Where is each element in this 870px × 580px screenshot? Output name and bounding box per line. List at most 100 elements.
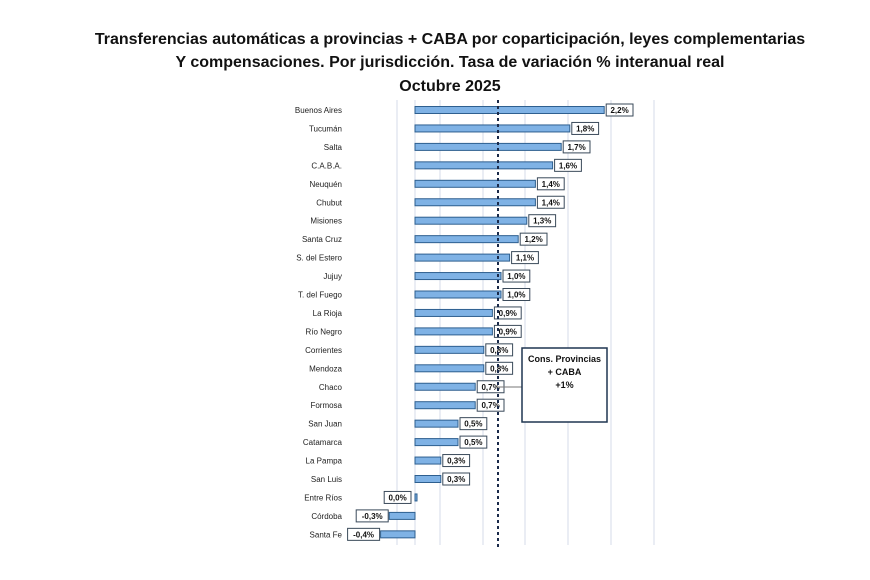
- data-label: 0,3%: [447, 475, 465, 484]
- bar: [414, 364, 485, 373]
- category-label: S. del Estero: [296, 254, 342, 263]
- bar: [414, 272, 502, 281]
- data-label: 0,9%: [499, 309, 517, 318]
- data-label: 0,8%: [490, 364, 508, 373]
- bar: [414, 327, 493, 336]
- data-label: -0,3%: [362, 512, 383, 521]
- category-label: San Luis: [311, 475, 342, 484]
- category-label: San Juan: [308, 420, 342, 429]
- data-label-box: [528, 214, 557, 228]
- data-label: 1,2%: [524, 235, 542, 244]
- bar: [414, 161, 554, 170]
- category-label: Chaco: [319, 383, 343, 392]
- data-label-box: [605, 103, 634, 117]
- category-label: Salta: [324, 143, 343, 152]
- category-label: Tucumán: [309, 124, 342, 133]
- category-label: Mendoza: [309, 364, 342, 373]
- data-label-box: [536, 195, 565, 209]
- data-label: 1,0%: [507, 272, 525, 281]
- bar: [414, 235, 519, 244]
- bar: [414, 124, 571, 133]
- bar: [414, 216, 528, 225]
- category-label: La Pampa: [306, 457, 343, 466]
- data-label: 1,0%: [507, 291, 525, 300]
- category-label: Buenos Aires: [295, 106, 342, 115]
- category-label: C.A.B.A.: [311, 161, 342, 170]
- bar: [388, 511, 416, 520]
- bar: [414, 142, 562, 151]
- chart-title-line-3: Octubre 2025: [399, 78, 501, 95]
- data-label: 1,4%: [542, 180, 560, 189]
- bar: [414, 475, 442, 483]
- data-label: 0,7%: [481, 383, 499, 392]
- category-label: Catamarca: [303, 438, 343, 447]
- category-label: Formosa: [310, 401, 342, 410]
- category-label: Misiones: [310, 217, 342, 226]
- data-label: 1,8%: [576, 124, 594, 133]
- bar: [414, 419, 459, 428]
- data-label: 0,7%: [481, 401, 499, 410]
- category-label: T. del Fuego: [298, 291, 343, 300]
- data-label-box: [459, 435, 488, 449]
- bar: [414, 106, 605, 114]
- data-label-box: [493, 324, 522, 338]
- bar: [414, 290, 502, 299]
- bar: [414, 401, 476, 410]
- data-label: 1,1%: [516, 254, 534, 263]
- data-label-box: [502, 269, 531, 283]
- category-label: Corrientes: [305, 346, 342, 355]
- data-label-box: [519, 232, 548, 246]
- data-label-box: [485, 343, 514, 357]
- data-label-box: [355, 509, 389, 523]
- bar: [414, 198, 536, 207]
- bar: [414, 493, 418, 502]
- category-label: Neuquén: [310, 180, 342, 189]
- bar: [414, 382, 476, 391]
- data-label-box: [442, 472, 471, 486]
- data-label-box: [347, 527, 381, 541]
- annotation-box: [521, 347, 608, 423]
- category-label: Entre Ríos: [304, 493, 342, 502]
- bar: [414, 253, 511, 262]
- chart-title-line-2: Y compensaciones. Por jurisdicción. Tasa…: [175, 54, 725, 71]
- data-label-box: [536, 177, 565, 191]
- category-label: La Rioja: [313, 309, 343, 318]
- annotation-text: Cons. Provincias: [528, 354, 601, 364]
- data-label: 1,7%: [567, 143, 585, 152]
- data-label: 0,0%: [388, 493, 406, 502]
- data-label-box: [562, 140, 591, 154]
- data-label: 0,5%: [464, 420, 482, 429]
- bar: [414, 308, 493, 317]
- data-label-box: [459, 417, 488, 431]
- category-label: Jujuy: [323, 272, 342, 281]
- bar: [414, 456, 442, 465]
- category-label: Chubut: [316, 198, 343, 207]
- data-label-box: [554, 158, 582, 172]
- bar: [414, 345, 485, 354]
- data-label-box: [493, 306, 522, 320]
- data-label: 0,8%: [490, 346, 508, 355]
- category-label: Santa Fe: [310, 530, 343, 539]
- bar: [414, 179, 536, 188]
- data-label: 0,3%: [447, 457, 465, 466]
- category-label: Río Negro: [306, 327, 343, 336]
- data-label: 1,4%: [542, 198, 560, 207]
- data-label: 2,2%: [610, 106, 628, 115]
- data-label-box: [571, 121, 600, 135]
- data-label-box: [383, 490, 412, 504]
- annotation-text: + CABA: [548, 367, 582, 377]
- bar: [380, 530, 416, 539]
- data-label: 1,6%: [559, 161, 577, 170]
- annotation-text: +1%: [555, 380, 573, 390]
- bar: [414, 438, 459, 447]
- chart-title-line-1: Transferencias automáticas a provincias …: [94, 31, 806, 48]
- category-label: Santa Cruz: [302, 235, 342, 244]
- data-label-box: [511, 251, 539, 265]
- data-label-box: [502, 288, 531, 301]
- data-label-box: [485, 361, 514, 375]
- data-label-box: [442, 454, 471, 468]
- category-label: Córdoba: [311, 512, 342, 521]
- data-label: 0,5%: [464, 438, 482, 447]
- data-label: -0,4%: [353, 530, 374, 539]
- data-label: 1,3%: [533, 217, 551, 226]
